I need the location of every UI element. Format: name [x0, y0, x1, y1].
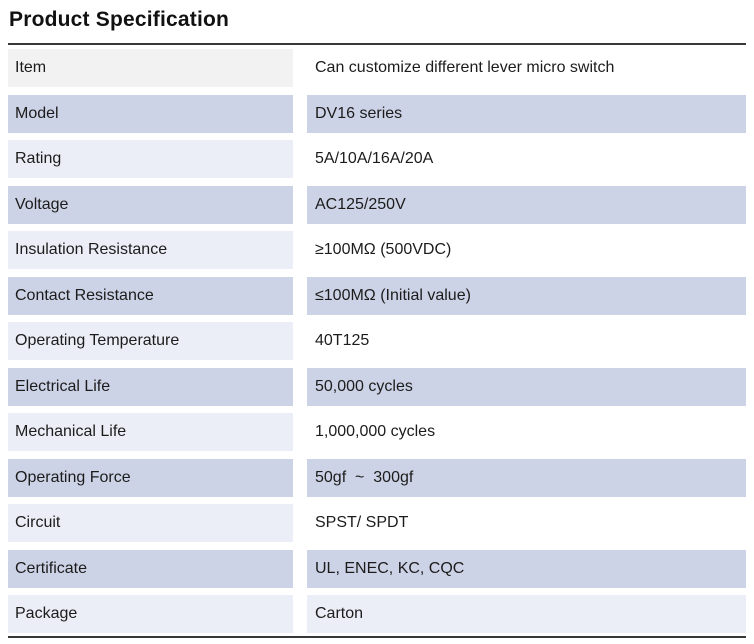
row-value-cell: 5A/10A/16A/20A [307, 140, 746, 178]
page-title: Product Specification [9, 8, 230, 31]
table-row: Contact Resistance ≤100MΩ (Initial value) [8, 276, 746, 315]
row-label-cell: Operating Temperature [8, 322, 293, 360]
table-row: Operating Force 50gf ~ 300gf [8, 458, 746, 497]
row-value-cell: Can customize different lever micro swit… [307, 49, 746, 87]
row-label-cell: Mechanical Life [8, 413, 293, 451]
row-label-cell: Electrical Life [8, 367, 293, 406]
row-label-cell: Rating [8, 140, 293, 178]
row-value-cell: ≥100MΩ (500VDC) [307, 231, 746, 269]
table-row: Model DV16 series [8, 94, 746, 133]
row-label-cell: Operating Force [8, 458, 293, 497]
row-label-cell: Contact Resistance [8, 276, 293, 315]
table-row: Item Can customize different lever micro … [8, 49, 746, 87]
table-row: Mechanical Life 1,000,000 cycles [8, 413, 746, 451]
row-value-cell: 50,000 cycles [307, 367, 746, 406]
row-value-cell: DV16 series [307, 94, 746, 133]
spec-table: Item Can customize different lever micro … [8, 43, 746, 638]
row-label-cell: Package [8, 595, 293, 633]
row-value-cell: 50gf ~ 300gf [307, 458, 746, 497]
table-row: Insulation Resistance ≥100MΩ (500VDC) [8, 231, 746, 269]
row-label-cell: Circuit [8, 504, 293, 542]
table-row: Package Carton [8, 595, 746, 633]
row-label-cell: Certificate [8, 549, 293, 588]
row-value-cell: AC125/250V [307, 185, 746, 224]
table-row: Voltage AC125/250V [8, 185, 746, 224]
table-row: Certificate UL, ENEC, KC, CQC [8, 549, 746, 588]
table-row: Rating 5A/10A/16A/20A [8, 140, 746, 178]
row-value-cell: UL, ENEC, KC, CQC [307, 549, 746, 588]
table-row: Electrical Life 50,000 cycles [8, 367, 746, 406]
table-row: Operating Temperature 40T125 [8, 322, 746, 360]
row-value-cell: 40T125 [307, 322, 746, 360]
row-value-cell: 1,000,000 cycles [307, 413, 746, 451]
table-row: Circuit SPST/ SPDT [8, 504, 746, 542]
row-label-cell: Model [8, 94, 293, 133]
row-value-cell: SPST/ SPDT [307, 504, 746, 542]
row-value-cell: Carton [307, 595, 746, 633]
row-value-cell: ≤100MΩ (Initial value) [307, 276, 746, 315]
row-label-cell: Item [8, 49, 293, 87]
row-label-cell: Voltage [8, 185, 293, 224]
row-label-cell: Insulation Resistance [8, 231, 293, 269]
